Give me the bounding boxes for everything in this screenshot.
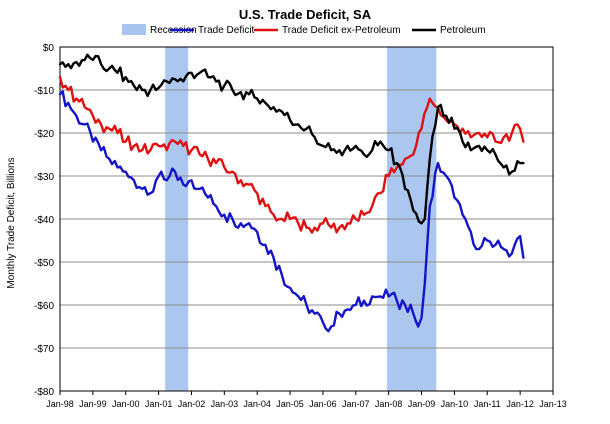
x-tick-label: Jan-12 bbox=[506, 399, 534, 409]
y-tick-label: -$30 bbox=[34, 172, 54, 183]
series-line-petroleum bbox=[58, 53, 525, 225]
y-tick-label: -$70 bbox=[34, 344, 54, 355]
x-tick-label: Jan-10 bbox=[441, 399, 469, 409]
x-tick-label: Jan-00 bbox=[112, 399, 140, 409]
y-tick-label: -$80 bbox=[34, 387, 54, 398]
y-tick-label: -$60 bbox=[34, 301, 54, 312]
x-tick-label: Jan-05 bbox=[276, 399, 304, 409]
x-tick-label: Jan-98 bbox=[46, 399, 74, 409]
legend-swatch-recession bbox=[122, 24, 146, 35]
y-tick-label: -$40 bbox=[34, 215, 54, 226]
legend-label: Trade Deficit ex-Petroleum bbox=[282, 25, 401, 36]
x-tick-label: Jan-04 bbox=[243, 399, 271, 409]
x-tick-label: Jan-99 bbox=[79, 399, 107, 409]
y-tick-label: $0 bbox=[43, 43, 55, 54]
y-tick-label: -$50 bbox=[34, 258, 54, 269]
x-tick-label: Jan-03 bbox=[211, 399, 239, 409]
y-tick-label: -$20 bbox=[34, 129, 54, 140]
y-tick-label: -$10 bbox=[34, 86, 54, 97]
x-tick-label: Jan-11 bbox=[474, 399, 501, 409]
x-tick-label: Jan-07 bbox=[342, 399, 370, 409]
legend-label: Trade Deficit bbox=[198, 25, 255, 36]
chart-title: U.S. Trade Deficit, SA bbox=[239, 7, 372, 22]
y-axis-label: Monthly Trade Deficit, Billions bbox=[6, 157, 17, 288]
x-tick-label: Jan-08 bbox=[375, 399, 403, 409]
x-tick-label: Jan-02 bbox=[178, 399, 206, 409]
plot-border bbox=[59, 46, 554, 392]
plot-area: $0 -$10 -$20 -$30 -$40 -$50 -$60 -$70 -$80Jan-98… bbox=[34, 43, 567, 409]
series-line-trade-deficit bbox=[58, 90, 525, 333]
x-tick-label: Jan-01 bbox=[145, 399, 173, 409]
series-line-trade-deficit-ex-petroleum bbox=[58, 75, 525, 234]
x-tick-label: Jan-09 bbox=[408, 399, 436, 409]
legend-label: Petroleum bbox=[440, 25, 486, 36]
x-tick-label: Jan-06 bbox=[309, 399, 337, 409]
x-tick-label: Jan-13 bbox=[539, 399, 567, 409]
